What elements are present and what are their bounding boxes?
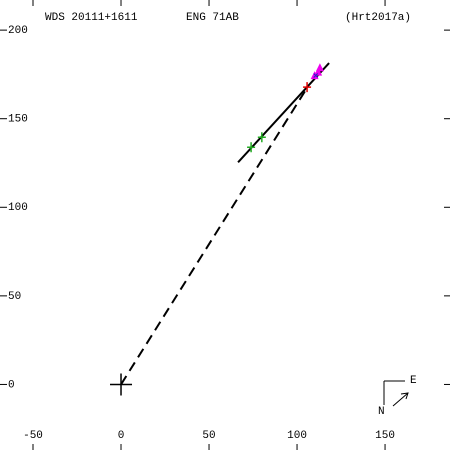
x-tick-label: 100 <box>287 430 307 442</box>
compass <box>383 380 409 407</box>
y-tick-label: 100 <box>8 202 28 214</box>
orbit <box>237 62 330 163</box>
y-tick-label: 50 <box>8 291 21 303</box>
header-name: ENG 71AB <box>186 12 239 24</box>
compass-arrow-head <box>400 392 409 400</box>
measurement <box>257 132 266 143</box>
y-tick-label: 0 <box>8 379 15 391</box>
measurement <box>314 67 323 76</box>
x-tick-label: 0 <box>118 430 125 442</box>
compass-arrow <box>392 392 409 407</box>
x-tick-label: 50 <box>202 430 215 442</box>
measurement <box>313 73 319 78</box>
node-line <box>120 90 306 385</box>
compass-east: E <box>410 375 417 387</box>
header-id: WDS 20111+1611 <box>45 12 138 24</box>
x-tick-label: 150 <box>375 430 395 442</box>
y-tick-label: 200 <box>8 25 28 37</box>
header-ref: (Hrt2017a) <box>345 12 411 24</box>
measurement <box>315 63 324 72</box>
measurement <box>247 142 256 153</box>
y-tick-label: 150 <box>8 114 28 126</box>
compass-north: N <box>378 406 385 418</box>
primary-star <box>110 373 133 396</box>
measurement <box>303 82 312 93</box>
x-tick-label: -50 <box>23 430 43 442</box>
